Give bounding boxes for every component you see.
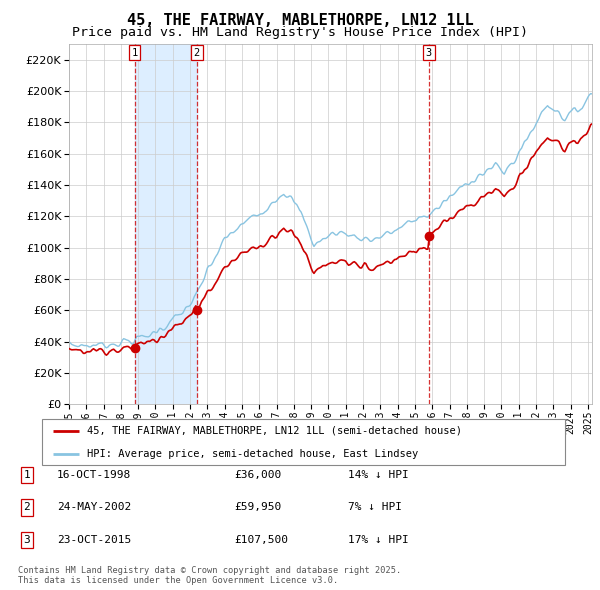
Text: 45, THE FAIRWAY, MABLETHORPE, LN12 1LL: 45, THE FAIRWAY, MABLETHORPE, LN12 1LL [127,13,473,28]
Text: 2: 2 [23,503,31,512]
Text: 3: 3 [426,48,432,58]
Text: 45, THE FAIRWAY, MABLETHORPE, LN12 1LL (semi-detached house): 45, THE FAIRWAY, MABLETHORPE, LN12 1LL (… [87,426,462,436]
Text: 14% ↓ HPI: 14% ↓ HPI [348,470,409,480]
Text: 17% ↓ HPI: 17% ↓ HPI [348,535,409,545]
Text: 16-OCT-1998: 16-OCT-1998 [57,470,131,480]
Text: 24-MAY-2002: 24-MAY-2002 [57,503,131,512]
Text: 2: 2 [194,48,200,58]
Bar [134,44,197,404]
Text: 7% ↓ HPI: 7% ↓ HPI [348,503,402,512]
FancyBboxPatch shape [42,419,565,465]
Text: £59,950: £59,950 [234,503,281,512]
Text: £107,500: £107,500 [234,535,288,545]
Text: 1: 1 [131,48,137,58]
Text: £36,000: £36,000 [234,470,281,480]
Text: Price paid vs. HM Land Registry's House Price Index (HPI): Price paid vs. HM Land Registry's House … [72,26,528,39]
Text: 23-OCT-2015: 23-OCT-2015 [57,535,131,545]
Text: Contains HM Land Registry data © Crown copyright and database right 2025.
This d: Contains HM Land Registry data © Crown c… [18,566,401,585]
Text: HPI: Average price, semi-detached house, East Lindsey: HPI: Average price, semi-detached house,… [87,449,418,459]
Text: 1: 1 [23,470,31,480]
Text: 3: 3 [23,535,31,545]
